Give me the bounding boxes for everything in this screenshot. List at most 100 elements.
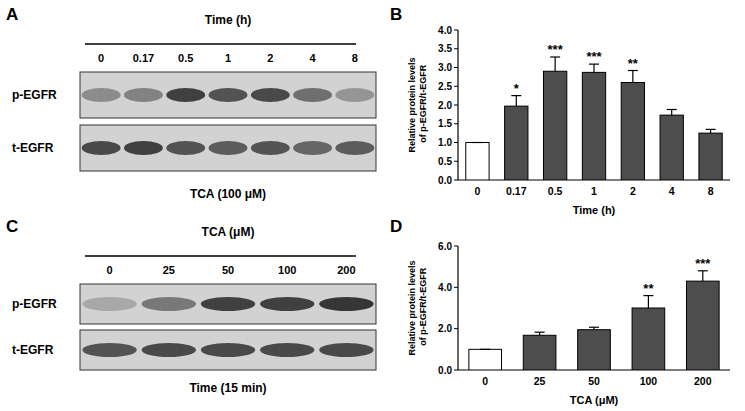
lane-label: 2: [267, 52, 273, 64]
row-label: p-EGFR: [12, 88, 57, 102]
y-tick: [454, 161, 458, 162]
y-tick-label: 0.0: [438, 365, 452, 376]
significance: **: [628, 56, 639, 71]
blot-strip: [80, 330, 376, 370]
x-axis-label: TCA (μM): [570, 394, 619, 406]
x-tick-label: 1: [591, 185, 597, 197]
bar: [578, 330, 611, 370]
lane-label: 0.17: [133, 52, 154, 64]
row-label: t-EGFR: [12, 141, 54, 155]
header-rule: [85, 255, 356, 257]
y-tick: [454, 30, 458, 31]
error-bar: [511, 96, 521, 107]
band: [142, 343, 196, 357]
y-axis-label-line: Relative protein levels: [407, 260, 417, 355]
x-tick-label: 0: [475, 185, 481, 197]
y-axis-label-line: of p-EGFR/t-EGFR: [418, 64, 428, 145]
lane-label: 1: [225, 52, 231, 64]
y-tick: [454, 123, 458, 124]
header-rule: [85, 43, 356, 45]
error-bar: [706, 129, 716, 133]
x-tick-label: 200: [694, 375, 712, 387]
significance: *: [514, 81, 520, 96]
band: [251, 141, 290, 155]
error-cap: [480, 349, 490, 350]
lane-label: 8: [352, 52, 358, 64]
lane-label: 4: [310, 52, 317, 64]
x-tick-label: 0: [482, 375, 488, 387]
y-axis-label: Relative protein levels of p-EGFR/t-EGFR: [407, 57, 428, 152]
y-tick: [454, 370, 458, 371]
blot-header: TCA (μM): [202, 225, 255, 239]
error-bar: [643, 296, 653, 308]
x-tick-label: 100: [640, 375, 658, 387]
x-tick-label: 50: [588, 375, 600, 387]
band: [82, 141, 121, 155]
error-bar: [667, 110, 677, 116]
error-cap: [589, 327, 599, 328]
y-tick: [454, 180, 458, 181]
error-cap: [535, 332, 545, 333]
blot-header: Time (h): [205, 13, 251, 27]
panel-letter: D: [390, 217, 402, 236]
band: [209, 141, 248, 155]
error-stem: [593, 64, 594, 72]
band: [335, 141, 374, 155]
x-tick-label: 2: [630, 185, 636, 197]
y-axis-label-line: Relative protein levels: [407, 57, 417, 152]
y-tick: [454, 86, 458, 87]
blot-strip: [80, 72, 376, 118]
lane-label: 0.5: [178, 52, 193, 64]
blot-strip: [80, 125, 376, 171]
y-tick-label: 4.0: [438, 25, 452, 36]
y-tick: [454, 142, 458, 143]
row-label: t-EGFR: [12, 343, 54, 357]
band: [260, 343, 314, 357]
band: [166, 141, 205, 155]
band: [124, 141, 163, 155]
bar: [466, 143, 489, 181]
error-bar: [589, 327, 599, 329]
significance: ***: [695, 256, 711, 271]
band: [251, 88, 290, 102]
panel-letter: C: [6, 217, 18, 236]
y-tick-label: 2.5: [438, 81, 452, 92]
y-tick-label: 4.0: [438, 282, 452, 293]
band: [319, 297, 373, 311]
bar: [523, 335, 556, 370]
lane-label: 100: [278, 264, 296, 276]
bar: [621, 83, 644, 181]
y-tick-label: 2.0: [438, 100, 452, 111]
significance: ***: [586, 49, 602, 64]
band: [293, 141, 332, 155]
error-stem: [648, 296, 649, 308]
y-tick: [454, 287, 458, 288]
error-stem: [516, 96, 517, 107]
band: [209, 88, 248, 102]
band: [82, 88, 121, 102]
bar-chart: B0.00.51.01.52.02.53.03.54.0Relative pro…: [390, 5, 730, 216]
band: [201, 297, 255, 311]
bar: [469, 349, 502, 370]
x-tick-label: 25: [534, 375, 546, 387]
band: [166, 88, 205, 102]
blot-caption: Time (15 min): [189, 381, 266, 395]
blot-caption: TCA (100 μM): [190, 187, 266, 201]
y-axis: [457, 246, 458, 370]
y-tick-label: 3.0: [438, 62, 452, 73]
error-bar: [589, 64, 599, 72]
x-tick-label: 0.17: [506, 185, 527, 197]
y-tick-label: 1.5: [438, 118, 452, 129]
y-tick: [454, 67, 458, 68]
band: [319, 343, 373, 357]
y-tick: [454, 105, 458, 106]
blot-panel: CTCA (μM)02550100200p-EGFRt-EGFRTime (15…: [6, 217, 376, 395]
significance: ***: [548, 42, 564, 57]
error-bar: [550, 57, 560, 71]
band: [335, 88, 374, 102]
y-tick-label: 0.5: [438, 156, 452, 167]
bar: [660, 115, 683, 180]
band: [82, 297, 136, 311]
lane-label: 200: [337, 264, 355, 276]
x-tick-label: 8: [708, 185, 714, 197]
